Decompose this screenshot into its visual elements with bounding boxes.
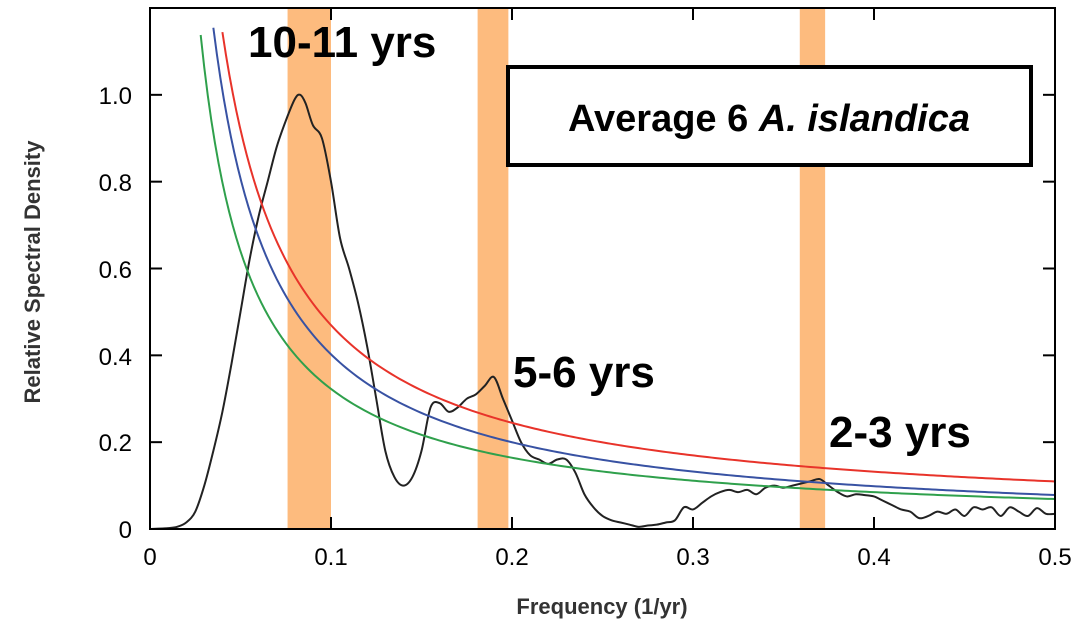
band-label-10-11-yrs: 10-11 yrs (248, 18, 436, 67)
band-label-5-6-yrs: 5-6 yrs (513, 348, 655, 397)
red-noise-line-1 (221, 31, 1055, 483)
y-tick-label: 1.0 (99, 83, 132, 110)
y-tick-label: 0 (119, 517, 132, 544)
y-tick-label: 0.2 (99, 430, 132, 457)
band-label-2-3-yrs: 2-3 yrs (829, 408, 971, 457)
x-tick-label: 0.3 (676, 544, 709, 571)
annotation-prefix: Average 6 (568, 98, 759, 140)
y-axis-title: Relative Spectral Density (20, 140, 45, 404)
period-band-0 (287, 8, 331, 529)
x-axis-title: Frequency (1/yr) (516, 594, 687, 619)
spectrum-line (150, 93, 1055, 529)
annotation-box: Average 6 A. islandica (506, 65, 1033, 167)
x-tick-label: 0.2 (495, 544, 528, 571)
red-noise-line-3 (199, 34, 1055, 501)
x-tick-label: 0.4 (857, 544, 890, 571)
annotation-species: A. islandica (758, 98, 970, 140)
series-lines (150, 27, 1055, 529)
axis-ticks (149, 8, 1056, 530)
period-band-1 (477, 8, 509, 529)
y-tick-label: 0.6 (99, 257, 132, 284)
x-tick-label: 0.1 (314, 544, 347, 571)
x-tick-label: 0 (143, 544, 156, 571)
y-tick-label: 0.8 (99, 170, 132, 197)
red-noise-line-2 (212, 27, 1055, 496)
x-tick-label: 0.5 (1038, 544, 1071, 571)
y-tick-label: 0.4 (99, 344, 132, 371)
svg-text:Average 6 A. islandica: Average 6 A. islandica (568, 98, 970, 140)
